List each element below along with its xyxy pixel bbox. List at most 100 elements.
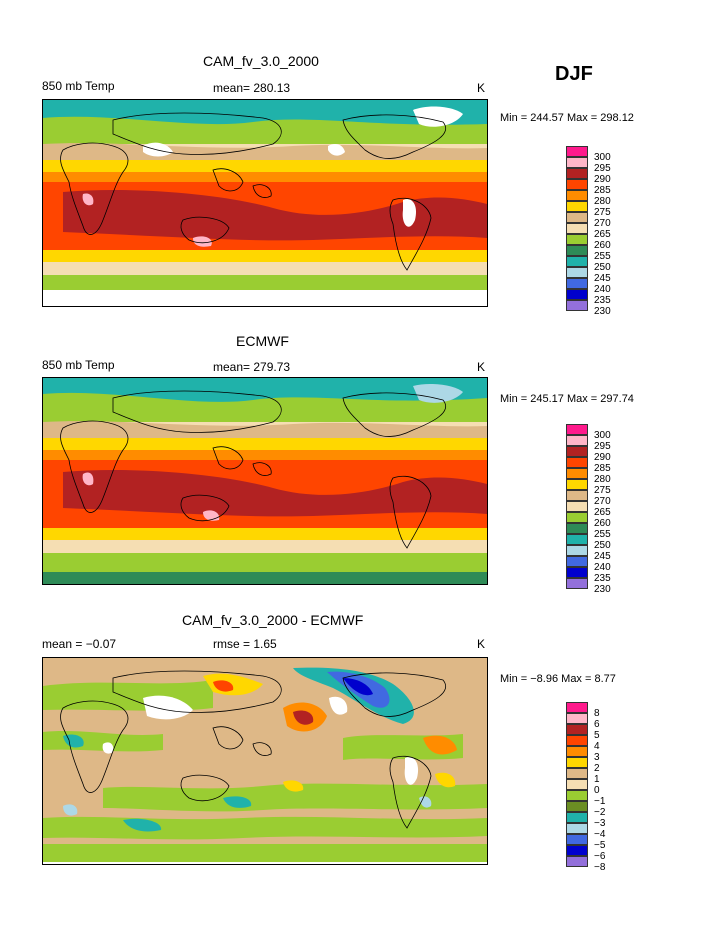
legend-label: 285 xyxy=(594,185,611,196)
panel1-units: K xyxy=(477,81,486,95)
legend-swatch xyxy=(566,168,588,179)
panel2-title: ECMWF xyxy=(236,333,289,349)
legend-swatch xyxy=(566,468,588,479)
panel1-legend: 300 295 290 285 280 275 270 265 260 255 … xyxy=(566,146,626,318)
legend-label: 4 xyxy=(594,741,600,752)
legend-swatch xyxy=(566,157,588,168)
panel3-legend: 8 6 5 4 3 2 1 0 −1 −2 −3 −4 −5 −6 −8 xyxy=(566,702,626,874)
legend-label: −1 xyxy=(594,796,606,807)
legend-swatch xyxy=(566,713,588,724)
legend-swatch xyxy=(566,790,588,801)
legend-swatch xyxy=(566,823,588,834)
legend-label: 265 xyxy=(594,229,611,240)
legend-label: 300 xyxy=(594,430,611,441)
season-label: DJF xyxy=(555,63,593,85)
legend-label: 250 xyxy=(594,540,611,551)
legend-label: 280 xyxy=(594,196,611,207)
legend-label: −6 xyxy=(594,851,606,862)
legend-swatch xyxy=(566,223,588,234)
legend-label: 295 xyxy=(594,163,611,174)
legend-label: 235 xyxy=(594,573,611,584)
legend-swatch xyxy=(566,234,588,245)
legend-label: 255 xyxy=(594,251,611,262)
legend-swatch xyxy=(566,556,588,567)
legend-label: 260 xyxy=(594,240,611,251)
legend-swatch xyxy=(566,267,588,278)
legend-label: 275 xyxy=(594,485,611,496)
legend-label: 245 xyxy=(594,273,611,284)
legend-label: 250 xyxy=(594,262,611,273)
legend-swatch xyxy=(566,801,588,812)
legend-swatch xyxy=(566,212,588,223)
legend-label: 235 xyxy=(594,295,611,306)
legend-swatch xyxy=(566,545,588,556)
legend-swatch xyxy=(566,834,588,845)
legend-swatch xyxy=(566,702,588,713)
legend-label: 275 xyxy=(594,207,611,218)
legend-swatch xyxy=(566,845,588,856)
panel1-left-label: 850 mb Temp xyxy=(42,79,115,93)
panel1-title: CAM_fv_3.0_2000 xyxy=(203,53,319,69)
legend-label: 8 xyxy=(594,708,600,719)
legend-label: 240 xyxy=(594,284,611,295)
panel1-center-label: mean= 280.13 xyxy=(213,81,291,95)
legend-label: 3 xyxy=(594,752,600,763)
legend-label: 295 xyxy=(594,441,611,452)
legend-swatch xyxy=(566,256,588,267)
legend-swatch xyxy=(566,289,588,300)
legend-swatch xyxy=(566,812,588,823)
legend-swatch xyxy=(566,457,588,468)
panel2-legend: 300 295 290 285 280 275 270 265 260 255 … xyxy=(566,424,626,596)
legend-label: 240 xyxy=(594,562,611,573)
legend-label: 255 xyxy=(594,529,611,540)
legend-label: 290 xyxy=(594,452,611,463)
panel2-map xyxy=(42,377,488,585)
legend-swatch xyxy=(566,578,588,589)
legend-label: 285 xyxy=(594,463,611,474)
legend-swatch xyxy=(566,190,588,201)
legend-swatch xyxy=(566,567,588,578)
legend-swatch xyxy=(566,746,588,757)
legend-label: 290 xyxy=(594,174,611,185)
panel3-units: K xyxy=(477,637,486,651)
legend-label: 300 xyxy=(594,152,611,163)
panel3-stats: Min = −8.96 Max = 8.77 xyxy=(500,673,616,685)
legend-swatch xyxy=(566,501,588,512)
legend-swatch xyxy=(566,724,588,735)
legend-label: −3 xyxy=(594,818,606,829)
legend-label: −2 xyxy=(594,807,606,818)
legend-label: 230 xyxy=(594,306,611,317)
legend-swatch xyxy=(566,779,588,790)
legend-label: −4 xyxy=(594,829,606,840)
legend-swatch xyxy=(566,856,588,867)
legend-swatch xyxy=(566,435,588,446)
legend-label: 265 xyxy=(594,507,611,518)
legend-swatch xyxy=(566,201,588,212)
legend-swatch xyxy=(566,512,588,523)
legend-swatch xyxy=(566,245,588,256)
legend-swatch xyxy=(566,490,588,501)
legend-label: 5 xyxy=(594,730,600,741)
panel1-map xyxy=(42,99,488,307)
legend-swatch xyxy=(566,278,588,289)
panel3-title: CAM_fv_3.0_2000 - ECMWF xyxy=(182,612,364,628)
legend-swatch xyxy=(566,735,588,746)
legend-label: 0 xyxy=(594,785,600,796)
panel1-stats: Min = 244.57 Max = 298.12 xyxy=(500,112,634,124)
legend-label: 245 xyxy=(594,551,611,562)
legend-swatch xyxy=(566,179,588,190)
legend-label: −8 xyxy=(594,862,606,873)
legend-label: 260 xyxy=(594,518,611,529)
legend-swatch xyxy=(566,768,588,779)
panel2-center-label: mean= 279.73 xyxy=(213,360,291,374)
panel3-map xyxy=(42,657,488,865)
legend-label: 1 xyxy=(594,774,600,785)
legend-label: −5 xyxy=(594,840,606,851)
legend-label: 270 xyxy=(594,496,611,507)
legend-swatch xyxy=(566,757,588,768)
panel2-stats: Min = 245.17 Max = 297.74 xyxy=(500,393,634,405)
panel2-units: K xyxy=(477,360,486,374)
legend-swatch xyxy=(566,523,588,534)
legend-swatch xyxy=(566,479,588,490)
legend-swatch xyxy=(566,300,588,311)
